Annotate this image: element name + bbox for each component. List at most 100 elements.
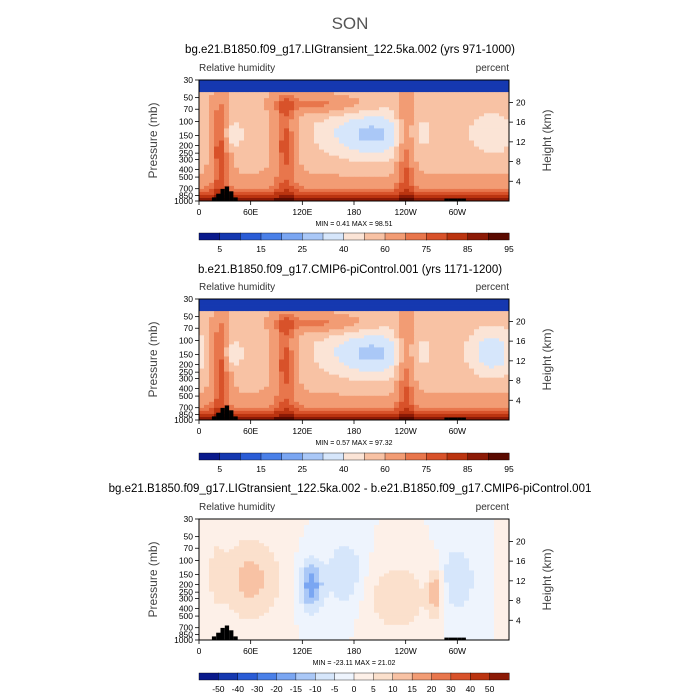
field-cell: [409, 185, 415, 190]
field-cell: [419, 116, 425, 120]
field-cell: [239, 398, 245, 403]
field-cell: [369, 389, 375, 394]
field-cell: [414, 95, 420, 99]
field-cell: [289, 161, 295, 166]
field-cell: [319, 323, 325, 327]
field-cell: [449, 167, 455, 172]
field-cell: [269, 389, 275, 394]
field-cell: [239, 302, 245, 306]
field-cell: [364, 137, 370, 141]
field-cell: [404, 398, 410, 403]
field-cell: [464, 167, 470, 172]
field-cell: [309, 359, 315, 363]
field-cell: [364, 323, 370, 327]
field-cell: [254, 398, 260, 403]
field-cell: [269, 320, 275, 324]
field-cell: [244, 137, 250, 141]
field-cell: [209, 80, 215, 84]
field-cell: [429, 131, 435, 135]
field-cell: [284, 116, 290, 120]
field-cell: [454, 374, 460, 379]
field-cell: [484, 335, 490, 339]
field-cell: [259, 332, 265, 336]
field-cell: [389, 365, 395, 369]
field-cell: [464, 176, 470, 181]
field-cell: [264, 188, 270, 193]
field-cell: [394, 386, 400, 391]
field-cell: [319, 368, 325, 372]
field-cell: [459, 347, 465, 351]
field-cell: [274, 164, 280, 169]
field-cell: [284, 338, 290, 342]
field-cell: [299, 110, 305, 114]
field-cell: [299, 368, 305, 372]
field-cell: [304, 326, 310, 330]
field-cell: [314, 86, 320, 90]
field-cell: [269, 341, 275, 345]
field-cell: [284, 347, 290, 351]
field-cell: [244, 329, 250, 333]
field-cell: [324, 194, 330, 199]
field-cell: [219, 335, 225, 339]
field-cell: [309, 335, 315, 339]
field-cell: [219, 170, 225, 175]
field-cell: [474, 329, 480, 333]
field-cell: [244, 386, 250, 391]
field-cell: [204, 170, 210, 175]
field-cell: [324, 356, 330, 360]
field-cell: [334, 320, 340, 324]
field-cell: [459, 161, 465, 166]
field-cell: [259, 299, 265, 303]
field-cell: [399, 362, 405, 366]
field-cell: [489, 356, 495, 360]
field-cell: [259, 122, 265, 126]
field-cell: [269, 308, 275, 312]
field-cell: [464, 332, 470, 336]
field-cell: [254, 299, 260, 303]
field-cell: [269, 161, 275, 166]
field-cell: [314, 389, 320, 394]
field-cell: [314, 377, 320, 382]
field-cell: [379, 191, 385, 196]
field-cell: [249, 359, 255, 363]
field-cell: [289, 164, 295, 169]
field-cell: [439, 311, 445, 315]
field-cell: [269, 119, 275, 123]
field-cell: [294, 86, 300, 90]
field-cell: [344, 155, 350, 160]
field-cell: [364, 314, 370, 318]
field-cell: [344, 176, 350, 181]
field-cell: [449, 149, 455, 153]
field-cell: [244, 377, 250, 382]
field-cell: [204, 113, 210, 117]
field-cell: [404, 128, 410, 132]
field-cell: [434, 395, 440, 400]
field-cell: [399, 188, 405, 193]
field-cell: [404, 188, 410, 193]
field-cell: [289, 356, 295, 360]
field-cell: [284, 371, 290, 376]
field-cell: [259, 194, 265, 199]
field-cell: [264, 380, 270, 385]
field-cell: [424, 173, 430, 178]
field-cell: [454, 347, 460, 351]
field-cell: [454, 398, 460, 403]
field-cell: [324, 329, 330, 333]
field-cell: [284, 407, 290, 412]
field-cell: [224, 128, 230, 132]
field-cell: [374, 335, 380, 339]
field-cell: [284, 191, 290, 196]
field-cell: [314, 350, 320, 354]
field-cell: [499, 383, 505, 388]
field-cell: [404, 170, 410, 175]
field-cell: [219, 107, 225, 111]
field-cell: [414, 368, 420, 372]
field-cell: [474, 143, 480, 147]
field-cell: [209, 404, 215, 409]
field-cell: [484, 155, 490, 160]
field-cell: [284, 146, 290, 150]
field-cell: [274, 341, 280, 345]
field-cell: [329, 140, 335, 144]
field-cell: [284, 122, 290, 126]
field-cell: [499, 98, 505, 102]
